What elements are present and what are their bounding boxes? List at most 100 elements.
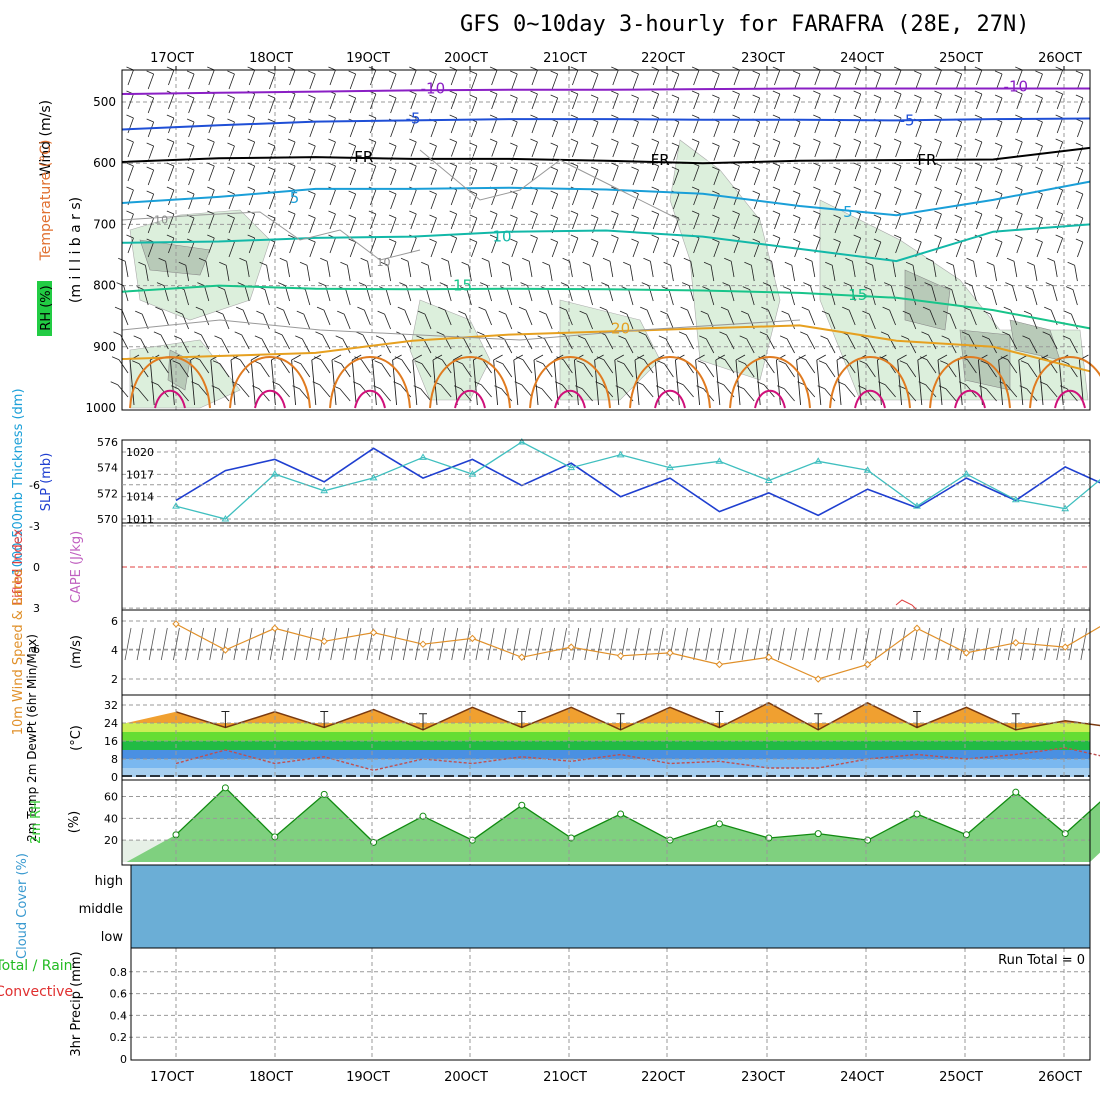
wind-barb xyxy=(524,334,533,350)
wind-barb-flag xyxy=(489,138,498,143)
wind-barb-flag xyxy=(657,360,665,365)
wind-barb-flag xyxy=(308,94,316,99)
wind-barb-flag xyxy=(934,162,942,167)
wind10-barb xyxy=(173,627,180,661)
wind-barb xyxy=(915,121,922,138)
wind-barb xyxy=(935,237,942,254)
wind-barb-flag xyxy=(882,306,890,311)
wind-barb-flag xyxy=(429,214,437,219)
temperature-contour-30 xyxy=(754,389,786,409)
wind-barb xyxy=(811,261,816,278)
wind-barb-flag xyxy=(712,190,720,195)
wind-barb-flag xyxy=(533,354,544,361)
wind-barb xyxy=(713,241,720,258)
wind-barb xyxy=(592,121,599,138)
wind-barb xyxy=(875,97,882,114)
wind-barb-flag xyxy=(135,310,143,315)
wind10-barb xyxy=(197,627,204,661)
wind-barb xyxy=(289,69,296,86)
wind-barb xyxy=(854,165,862,182)
wind-barb-flag xyxy=(660,310,668,315)
wind-barb xyxy=(309,145,316,162)
wind-barb-flag xyxy=(1020,360,1029,365)
wind-barb-flag xyxy=(893,90,902,95)
wind-barb xyxy=(794,217,801,234)
wind10-barb xyxy=(148,627,156,661)
wind10-barb xyxy=(657,627,664,661)
wind-barb xyxy=(875,217,882,234)
wind-barb-flag xyxy=(166,186,175,191)
contour-label: 10 xyxy=(376,256,390,269)
wind-barb-flag xyxy=(697,360,706,365)
wind-barb xyxy=(270,359,276,406)
wind-barb-flag xyxy=(308,190,316,195)
wind-barb-flag xyxy=(614,354,625,361)
wind-barb-flag xyxy=(493,354,503,361)
wind-barb-flag xyxy=(308,166,316,171)
wind-barb-flag xyxy=(934,114,942,119)
wind-barb-flag xyxy=(166,66,175,71)
wind-barb xyxy=(340,363,351,378)
lifted-index-tick-label: 6 xyxy=(33,643,40,656)
wind-barb xyxy=(572,237,579,254)
wind-barb xyxy=(814,141,821,158)
wind10-barb xyxy=(826,627,834,661)
wind-barb xyxy=(199,359,210,374)
wind-barb-flag xyxy=(227,142,235,147)
wind-barb xyxy=(410,69,417,86)
wind-barb xyxy=(869,314,876,330)
wind-barb xyxy=(643,359,654,374)
wind-barb-flag xyxy=(1055,210,1063,215)
wind10-barb xyxy=(717,627,725,661)
wind-barb xyxy=(269,169,276,186)
wind10-barb xyxy=(790,627,797,661)
wind-barb-flag xyxy=(1045,282,1053,286)
rh-point xyxy=(913,810,921,818)
wind-barb xyxy=(814,213,821,230)
wind-barb-flag xyxy=(394,356,403,361)
wind-barb-flag xyxy=(954,166,962,171)
wind-barb xyxy=(141,314,149,330)
wind-barb xyxy=(589,265,593,282)
wind-barb xyxy=(137,388,149,402)
wind-barb xyxy=(127,93,134,110)
contour-label: -10 xyxy=(421,80,446,98)
rh-axis-label: RH (%) xyxy=(39,285,54,330)
wind-barb xyxy=(208,141,215,158)
wind-barb xyxy=(996,97,1003,114)
wind-barb-flag xyxy=(267,94,276,99)
wind-barb-flag xyxy=(480,282,488,286)
upper-air-panel xyxy=(121,69,1091,411)
wind-barb xyxy=(208,213,215,230)
wind-barb xyxy=(147,169,155,186)
wind-barb xyxy=(329,165,336,182)
wind-barb xyxy=(269,241,276,258)
wind-barb-flag xyxy=(833,70,841,75)
lifted-index-tick-label: -6 xyxy=(29,479,40,492)
wind-barb xyxy=(563,359,573,374)
wind-barb xyxy=(854,189,862,206)
upper-ylabels: Wind (m/s)Temperature (°C) RH (%) (m i l l… xyxy=(37,100,84,336)
wind-barb-flag xyxy=(449,90,457,95)
wind-barb xyxy=(766,334,775,350)
wind-barb-flag xyxy=(1035,142,1043,147)
wind-barb xyxy=(481,384,492,398)
wind-barb-flag xyxy=(409,162,417,167)
wind-barb xyxy=(168,69,175,86)
wind10-point xyxy=(468,634,477,643)
wind-barb xyxy=(693,213,700,230)
wind-barb-flag xyxy=(469,166,478,171)
wind-barb-flag xyxy=(146,70,154,75)
wind-barb-flag xyxy=(291,354,301,361)
wind-barb-flag xyxy=(355,331,364,336)
wind-barb xyxy=(1036,193,1043,210)
wind-barb-flag xyxy=(651,66,659,71)
wind-barb xyxy=(695,359,701,406)
wind-barb xyxy=(917,359,923,406)
wind-barb xyxy=(349,97,357,114)
wind-barb xyxy=(572,93,579,110)
pressure-tick-label: 1000 xyxy=(85,401,116,415)
wind-barb xyxy=(248,165,256,182)
wind-barb xyxy=(765,359,775,374)
wind-barb xyxy=(300,363,311,378)
